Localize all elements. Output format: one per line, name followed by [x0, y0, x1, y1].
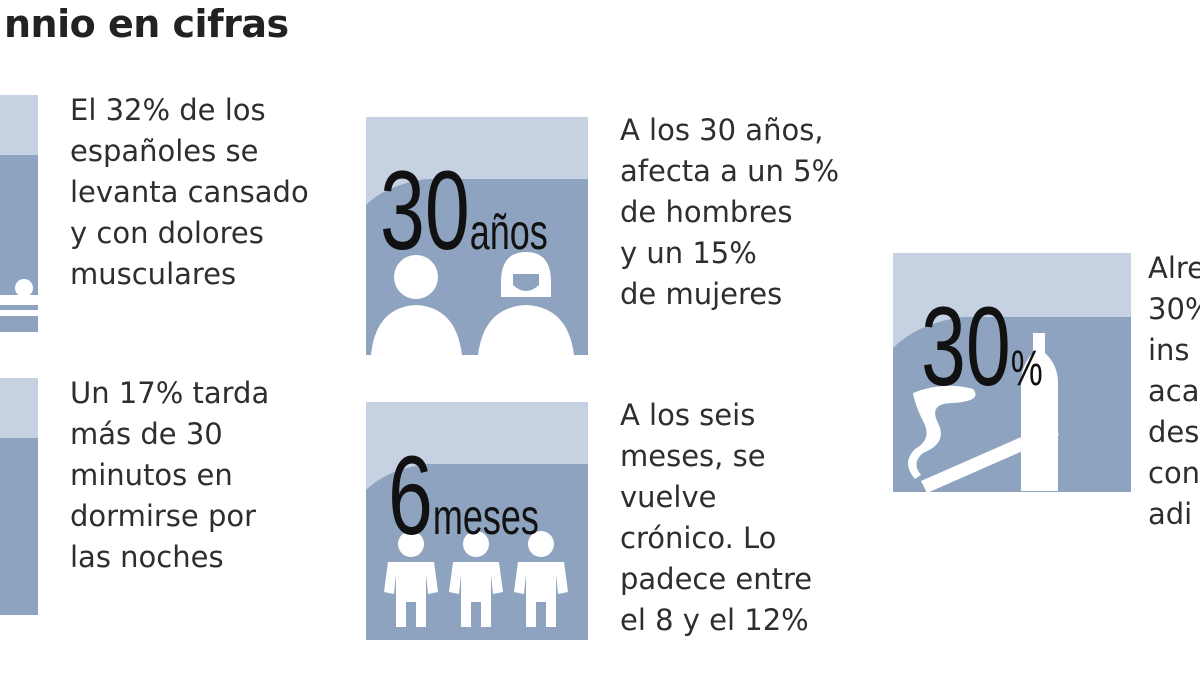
stat-box-sleep-delay	[0, 378, 38, 615]
stat-box-addiction: 30%	[893, 253, 1131, 492]
stat-text-chronic: A los seis meses, se vuelve crónico. Lo …	[620, 398, 813, 637]
big-number-addiction: 30	[921, 284, 1011, 409]
unit-addiction: %	[1010, 340, 1043, 396]
stat-text-age: A los 30 años, afecta a un 5% de hombres…	[620, 113, 840, 311]
stat-text-addiction: Alre 30% ins aca des con adi	[1148, 251, 1200, 531]
unit-age: años	[469, 204, 548, 260]
big-number-age: 30	[380, 148, 470, 273]
unit-chronic: meses	[432, 489, 539, 545]
stat-text-tired: El 32% de los españoles se levanta cansa…	[70, 93, 309, 291]
stat-box-tired	[0, 95, 38, 332]
cigarette-bottle-icon	[908, 333, 1059, 492]
stat-text-sleep-delay: Un 17% tarda más de 30 minutos en dormir…	[70, 376, 270, 574]
stat-box-chronic: 6meses	[366, 402, 588, 640]
people-icon	[384, 531, 568, 627]
big-number-chronic: 6	[388, 433, 433, 558]
page-title: nnio en cifras	[4, 2, 289, 46]
stat-box-age: 30años	[366, 117, 588, 355]
man-woman-icon	[371, 252, 574, 355]
